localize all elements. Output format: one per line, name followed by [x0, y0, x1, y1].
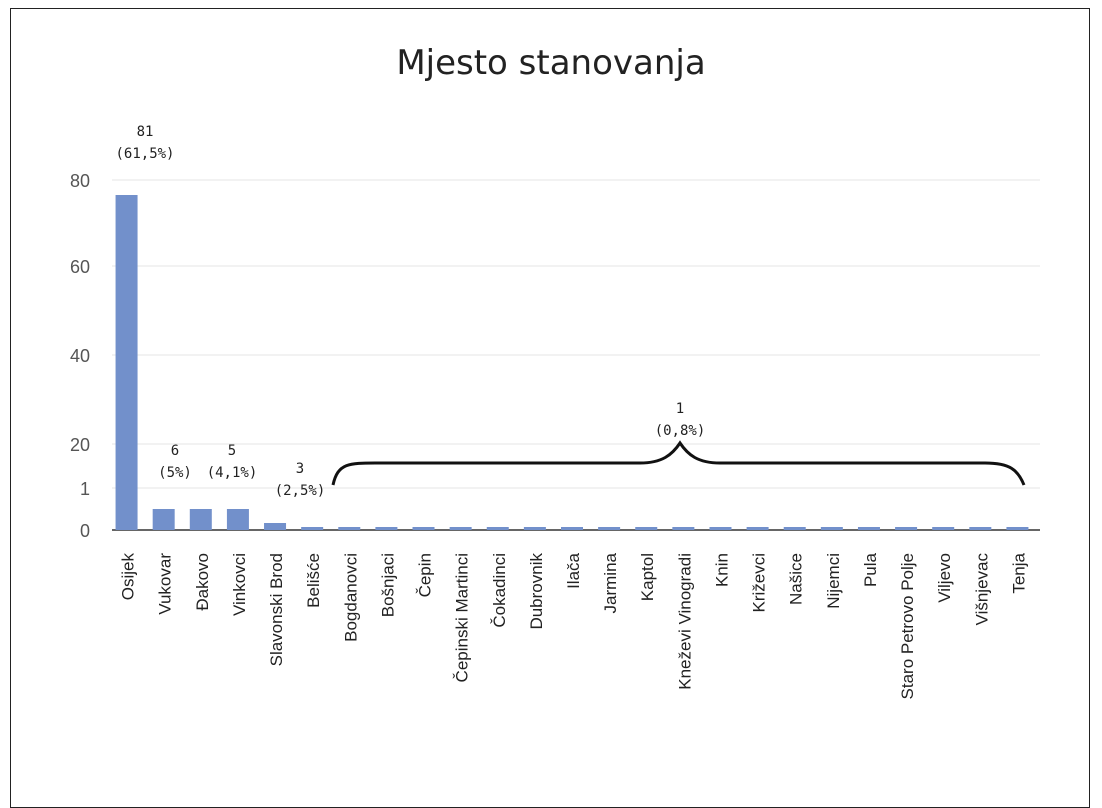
bar-9: [412, 527, 435, 530]
data-label-count: 6: [171, 443, 179, 459]
x-tick-label: Višnjevac: [972, 553, 991, 626]
data-label-percent: (2,5%): [275, 483, 326, 499]
x-tick-label: Staro Petrovo Polje: [898, 553, 917, 699]
x-tick-label: Đakovo: [193, 553, 212, 611]
y-tick-label: 60: [70, 257, 90, 277]
bar-17: [709, 527, 732, 530]
bar-24: [969, 527, 992, 530]
x-tick-label: Ilača: [564, 552, 583, 588]
data-label-count: 81: [137, 124, 154, 140]
x-tick-label: Bošnjaci: [378, 553, 397, 617]
bar-12: [523, 527, 546, 530]
bar-20: [820, 527, 843, 530]
y-tick-label: 0: [80, 521, 90, 541]
x-tick-label: Slavonski Brod: [267, 553, 286, 666]
bar-2: [152, 509, 175, 530]
data-label-percent: (5%): [158, 465, 192, 481]
x-tick-label: Kneževi Vinogradi: [675, 553, 694, 690]
x-tick-label: Jarmina: [601, 552, 620, 613]
x-tick-label: Nijemci: [824, 553, 843, 609]
data-label-percent: (61,5%): [115, 146, 174, 162]
brace-annotation: [331, 440, 1026, 486]
bar-chart: 0 1 20 40 60 80 Osijek Vukovar Đakovo Vinkovci Sla…: [70, 124, 1040, 699]
bar-6: [301, 527, 324, 530]
x-tick-label: Kaptol: [638, 553, 657, 601]
bar-23: [932, 527, 955, 530]
data-label-count: 3: [296, 461, 304, 477]
x-tick-label: Čepin: [416, 553, 435, 597]
x-tick-label: Osijek: [119, 553, 138, 601]
bar-5: [264, 523, 287, 530]
bar-8: [375, 527, 398, 530]
x-tick-label: Dubrovnik: [527, 553, 546, 630]
x-tick-label: Viljevo: [935, 553, 954, 603]
bar-1: [115, 195, 138, 530]
x-tick-label: Belišće: [304, 553, 323, 608]
x-tick-label: Našice: [787, 553, 806, 605]
bar-11: [486, 527, 509, 530]
bar-22: [895, 527, 918, 530]
y-tick-label: 20: [70, 435, 90, 455]
chart-title: Mjesto stanovanja: [396, 43, 706, 83]
x-tick-label: Knin: [712, 553, 731, 587]
chart-frame: Mjesto stanovanja: [10, 8, 1090, 808]
bar-14: [598, 527, 621, 530]
data-label-percent: (0,8%): [655, 423, 706, 439]
y-tick-label: 1: [80, 479, 90, 499]
bar-7: [338, 527, 361, 530]
bar-18: [746, 527, 769, 530]
bar-21: [857, 527, 880, 530]
y-tick-label: 40: [70, 346, 90, 366]
bar-19: [783, 527, 806, 530]
bar-16: [672, 527, 695, 530]
x-tick-label: Čepinski Martinci: [453, 553, 472, 682]
data-label-count: 5: [228, 443, 236, 459]
x-tick-label: Vinkovci: [230, 553, 249, 616]
x-tick-label: Čokadinci: [490, 553, 509, 628]
bar-15: [635, 527, 658, 530]
data-label-count: 1: [676, 401, 684, 417]
bar-10: [449, 527, 472, 530]
y-tick-label: 80: [70, 171, 90, 191]
x-tick-label: Pula: [861, 552, 880, 587]
bar-4: [226, 509, 249, 530]
x-tick-label: Bogdanovci: [341, 553, 360, 642]
data-label-percent: (4,1%): [207, 465, 258, 481]
bar-13: [561, 527, 583, 530]
x-tick-label: Tenja: [1009, 552, 1028, 593]
x-tick-label: Vukovar: [156, 553, 175, 615]
bar-3: [189, 509, 212, 530]
bar-25: [1006, 527, 1029, 530]
x-tick-label: Križevci: [750, 553, 769, 613]
